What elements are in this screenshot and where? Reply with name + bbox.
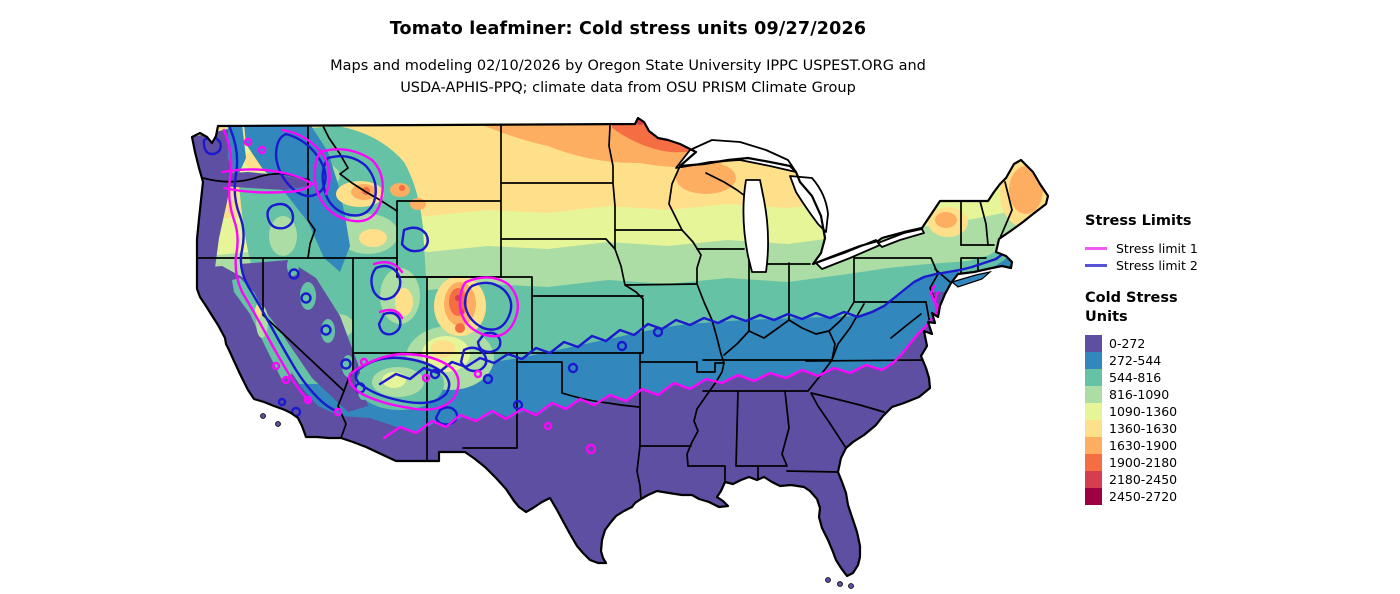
cold-stress-bin-label: 2450-2720 [1109,489,1178,504]
cold-stress-bin-label: 2180-2450 [1109,472,1178,487]
cold-stress-bin-swatch [1085,420,1102,437]
stress-limit-line-swatch [1085,264,1107,267]
zone-high-plains-yellow [431,340,455,358]
zone-pnw-coast-purple [192,129,235,268]
cold-stress-bin-swatch [1085,403,1102,420]
cold-stress-bin-swatch [1085,454,1102,471]
cold-stress-bin-swatch [1085,471,1102,488]
cold-stress-heading-line-1: Cold Stress [1085,290,1178,306]
great-lakes [675,139,925,273]
cold-stress-bin-label: 272-544 [1109,353,1162,368]
cold-stress-heading: Cold Stress Units [1085,289,1255,327]
cold-stress-zones [192,118,1048,576]
zone-colorado-hot [449,288,467,316]
stress-limits-list: Stress limit 1 Stress limit 2 [1085,240,1255,274]
zone-montana-orange [410,198,426,210]
zone-wisconsin-orange [676,162,736,194]
islands [260,270,993,589]
stress-limit-item: Stress limit 2 [1085,257,1255,274]
cold-stress-bin-row: 1090-1360 [1085,403,1255,420]
stress-limit-line-swatch [1085,247,1107,250]
cold-stress-bin-row: 1630-1900 [1085,437,1255,454]
cold-stress-bin-row: 1360-1630 [1085,420,1255,437]
legend: Stress Limits Stress limit 1 Stress limit… [1085,212,1255,505]
cold-stress-bin-label: 1090-1360 [1109,404,1178,419]
cold-stress-bin-swatch [1085,352,1102,369]
zone-montana-hot-spot [399,185,405,191]
cold-stress-bin-label: 1900-2180 [1109,455,1178,470]
stress-limit-item: Stress limit 1 [1085,240,1255,257]
zone-basin-range [321,319,335,343]
figure-subtitle: Maps and modeling 02/10/2026 by Oregon S… [0,55,1256,99]
figure-title: Tomato leafminer: Cold stress units 09/2… [389,19,867,39]
cold-stress-bin-row: 816-1090 [1085,386,1255,403]
us-cold-stress-map [190,116,1050,589]
us-outline [190,116,1050,578]
zone-mtn-yellow [395,288,413,316]
florida-keys [837,581,843,587]
lake-huron [789,175,829,233]
lake-michigan [742,179,769,273]
cold-stress-bins: 0-272 272-544 544-816 816-1090 1090-1360 1360… [1085,335,1255,505]
cold-stress-heading-line-2: Units [1085,309,1128,325]
stress-limit-2-main [378,201,1048,386]
cold-stress-bin-row: 2450-2720 [1085,488,1255,505]
cold-stress-bin-swatch [1085,369,1102,386]
cold-stress-bin-swatch [1085,335,1102,352]
zone-adirondack-orange [935,212,957,228]
cold-stress-bin-row: 1900-2180 [1085,454,1255,471]
subtitle-line-2: USDA-APHIS-PPQ; climate data from OSU PR… [400,80,856,96]
stress-limits-heading: Stress Limits [1085,213,1192,229]
cold-stress-bin-row: 0-272 [1085,335,1255,352]
zone-ne-coast-teal [958,194,1048,278]
channel-islands [275,421,281,427]
channel-islands [260,413,266,419]
cold-stress-bin-label: 0-272 [1109,336,1146,351]
zone-mtn-yellow [359,229,387,247]
florida-keys [848,583,854,589]
cold-stress-bin-label: 544-816 [1109,370,1162,385]
stress-limit-label: Stress limit 1 [1116,241,1198,256]
cold-stress-bin-row: 272-544 [1085,352,1255,369]
cold-stress-bin-label: 1360-1630 [1109,421,1178,436]
cold-stress-bin-swatch [1085,488,1102,505]
cold-stress-bin-row: 2180-2450 [1085,471,1255,488]
subtitle-line-1: Maps and modeling 02/10/2026 by Oregon S… [330,58,926,74]
stress-limit-label: Stress limit 2 [1116,258,1198,273]
zone-red-spot [677,128,687,138]
stress-limit-1-main [382,284,941,440]
zone-colorado-hot-spot [455,323,465,333]
florida-keys [825,577,831,583]
cold-stress-bin-label: 816-1090 [1109,387,1170,402]
cold-stress-bin-row: 544-816 [1085,369,1255,386]
cold-stress-bin-swatch [1085,437,1102,454]
zone-ncascades-blue [244,124,350,272]
zone-maine-orange [1009,166,1043,214]
cold-stress-bin-label: 1630-1900 [1109,438,1178,453]
zone-columbia-valley-purple [216,172,310,190]
cold-stress-bin-swatch [1085,386,1102,403]
zone-greatbasin-purple [240,260,368,412]
long-island [950,270,993,288]
